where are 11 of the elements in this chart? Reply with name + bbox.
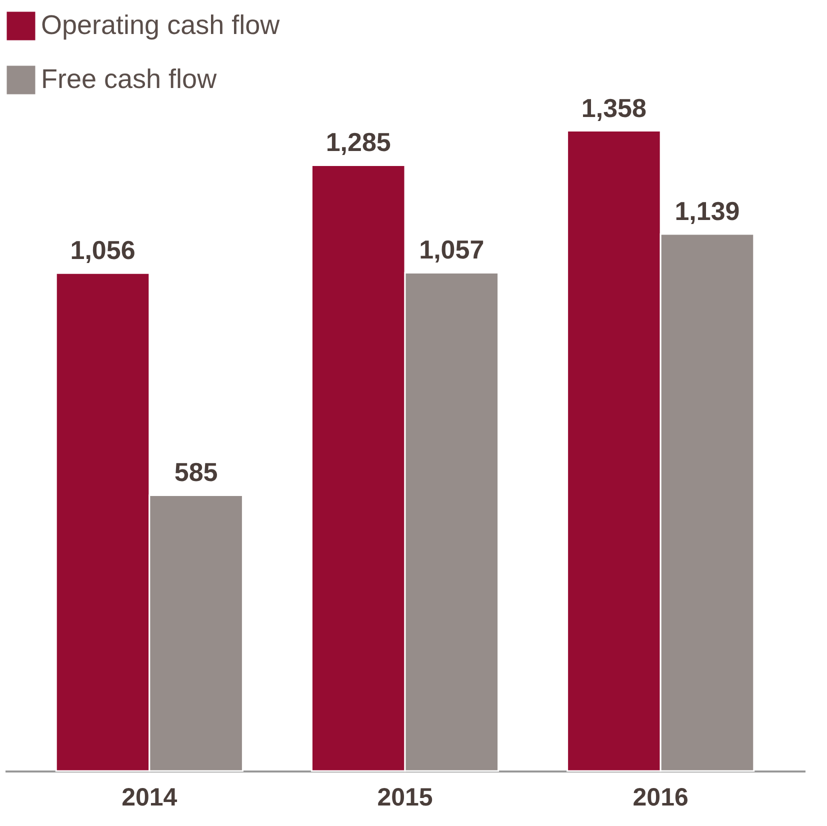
data-label: 1,056 <box>70 235 136 266</box>
data-label: 1,057 <box>419 234 484 265</box>
data-label: 1,358 <box>581 92 646 123</box>
x-tick-label: 2015 <box>377 784 433 812</box>
x-tick-label: 2014 <box>122 784 178 812</box>
data-label: 1,285 <box>326 127 391 158</box>
x-tick-label: 2016 <box>632 784 688 812</box>
legend-label: Free cash flow <box>41 64 218 94</box>
legend-label: Operating cash flow <box>41 10 280 40</box>
data-label: 1,139 <box>674 196 740 226</box>
data-label: 585 <box>174 457 218 488</box>
